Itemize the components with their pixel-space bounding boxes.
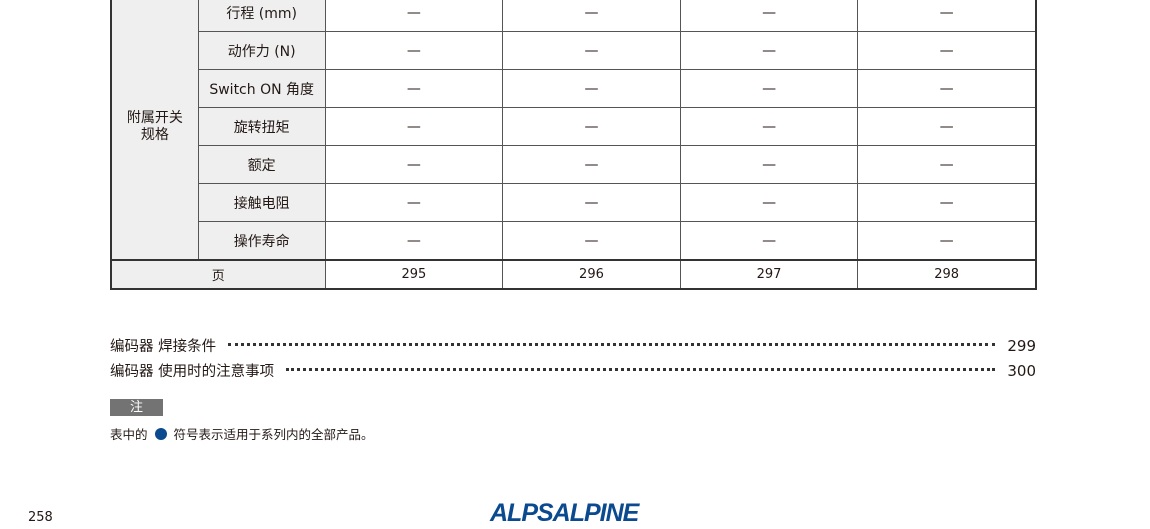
filled-circle-icon (154, 428, 167, 440)
toc-title: 编码器 使用时的注意事项 (110, 364, 275, 380)
page-ref[interactable]: 298 (857, 259, 1037, 290)
cell-value: — (679, 31, 859, 70)
toc-entry[interactable]: 编码器 使用时的注意事项 300 (110, 360, 1036, 381)
cell-value: — (679, 107, 859, 146)
row-label: 行程 (mm) (197, 0, 326, 32)
row-label: 动作力 (N) (197, 31, 326, 70)
note-text: 表中的 符号表示适用于系列内的全部产品。 (110, 424, 374, 443)
cell-value: — (857, 221, 1037, 261)
row-label: Switch ON 角度 (197, 69, 326, 108)
cell-value: — (679, 183, 859, 222)
cell-value: — (857, 31, 1037, 70)
note-label: 注 (110, 399, 163, 416)
table-row: 动作力 (N) — — — — (111, 31, 1037, 70)
cell-value: — (324, 107, 504, 146)
cell-value: — (502, 0, 681, 32)
cell-value: — (502, 107, 681, 146)
table-row: Switch ON 角度 — — — — (111, 69, 1037, 108)
toc-page: 300 (1007, 361, 1036, 380)
note-text-before: 表中的 (110, 427, 148, 442)
cell-value: — (502, 31, 681, 70)
cell-value: — (679, 145, 859, 184)
cell-value: — (324, 69, 504, 108)
alpsalpine-logo: ALPSALPINE (490, 499, 639, 527)
cell-value: — (679, 69, 859, 108)
page-number: 258 (28, 510, 53, 525)
cell-value: — (502, 221, 681, 261)
row-label: 额定 (197, 145, 326, 184)
page-ref[interactable]: 297 (679, 259, 859, 290)
row-label: 操作寿命 (197, 221, 326, 261)
page-row-label: 页 (110, 259, 326, 290)
table-row: 额定 — — — — (111, 145, 1037, 184)
cell-value: — (679, 221, 859, 261)
cell-value: — (324, 183, 504, 222)
cell-value: — (857, 145, 1037, 184)
cell-value: — (679, 0, 859, 32)
page-ref[interactable]: 295 (324, 259, 504, 290)
page-ref[interactable]: 296 (502, 259, 681, 290)
spec-table: 附属开关 规格 行程 (mm) — — — — 动作力 (N) — — — — Switch ON 角… (110, 0, 1037, 290)
cell-value: — (324, 31, 504, 70)
toc-title: 编码器 焊接条件 (110, 339, 217, 355)
table-row: 接触电阻 — — — — (111, 183, 1037, 222)
cell-value: — (857, 0, 1037, 32)
group-label: 附属开关 规格 (110, 0, 199, 261)
cell-value: — (324, 0, 504, 32)
cell-value: — (857, 69, 1037, 108)
cell-value: — (502, 183, 681, 222)
table-row: 操作寿命 — — — — (111, 221, 1037, 261)
page-row: 页 295 296 297 298 (110, 259, 1037, 290)
row-label: 旋转扭矩 (197, 107, 326, 146)
toc-entry[interactable]: 编码器 焊接条件 299 (110, 335, 1036, 356)
cell-value: — (502, 69, 681, 108)
cell-value: — (857, 183, 1037, 222)
note-text-after: 符号表示适用于系列内的全部产品。 (173, 427, 374, 442)
toc-page: 299 (1007, 336, 1036, 355)
leader-dots (228, 343, 996, 346)
leader-dots (286, 368, 996, 371)
cell-value: — (502, 145, 681, 184)
cell-value: — (324, 221, 504, 261)
cell-value: — (857, 107, 1037, 146)
row-label: 接触电阻 (197, 183, 326, 222)
table-row: 附属开关 规格 行程 (mm) — — — — (110, 0, 1037, 261)
table-row: 旋转扭矩 — — — — (111, 107, 1037, 146)
cell-value: — (324, 145, 504, 184)
